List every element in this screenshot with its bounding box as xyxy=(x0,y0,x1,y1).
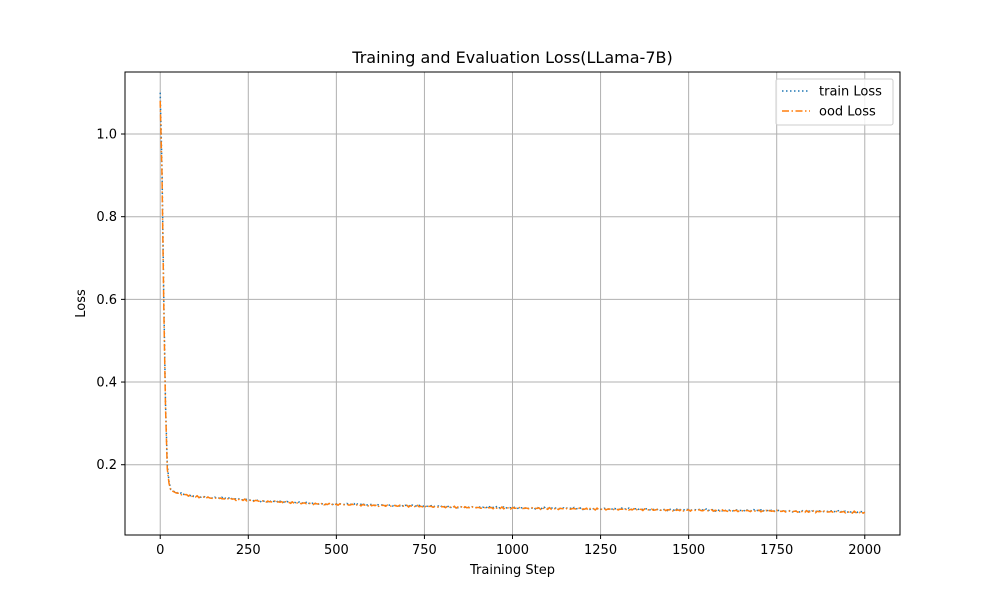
x-tick-label: 750 xyxy=(412,543,437,558)
series-line-ood-loss xyxy=(159,100,866,514)
y-tick-label: 1.0 xyxy=(96,128,117,143)
y-tick-label: 0.2 xyxy=(96,458,117,473)
legend-label-ood-loss: ood Loss xyxy=(819,105,876,120)
x-tick-label: 500 xyxy=(324,543,349,558)
chart-title: Training and Evaluation Loss(LLama-7B) xyxy=(351,48,672,67)
series-lines xyxy=(159,92,866,514)
x-tick-label: 250 xyxy=(236,543,261,558)
y-axis-label: Loss xyxy=(74,289,89,318)
legend-box xyxy=(775,78,894,126)
x-tick-label: 1000 xyxy=(496,543,529,558)
grid-lines xyxy=(125,72,900,535)
x-axis-label: Training Step xyxy=(469,563,555,578)
y-tick-label: 0.8 xyxy=(96,210,117,225)
x-tick-label: 1500 xyxy=(672,543,705,558)
legend: train Loss ood Loss xyxy=(775,78,894,126)
x-tick-label: 2000 xyxy=(848,543,881,558)
y-tick-label: 0.4 xyxy=(96,376,117,391)
x-tick-label: 0 xyxy=(156,543,164,558)
y-tick-label: 0.6 xyxy=(96,293,117,308)
legend-label-train-loss: train Loss xyxy=(819,85,882,100)
x-tick-label: 1250 xyxy=(584,543,617,558)
axis-ticks: 0 250 500 750 1000 1250 1500 1750 2000 0.2 0.4 0.6 0… xyxy=(96,128,881,558)
x-tick-label: 1750 xyxy=(760,543,793,558)
